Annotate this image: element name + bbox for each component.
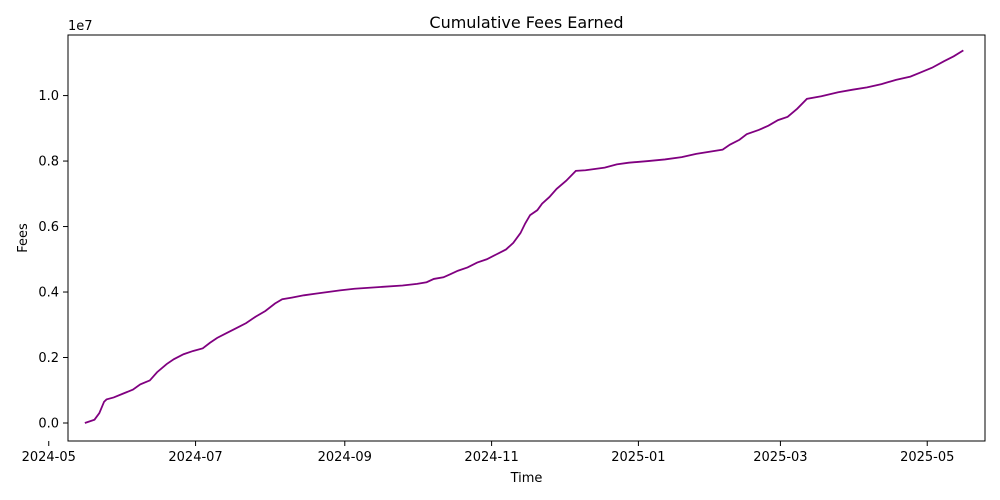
y-axis-label: Fees <box>16 223 31 253</box>
y-tick-label: 0.2 <box>38 351 59 366</box>
x-tick-label: 2024-07 <box>168 450 222 465</box>
y-axis-multiplier: 1e7 <box>68 19 93 34</box>
x-tick-label: 2024-05 <box>22 450 76 465</box>
chart-title: Cumulative Fees Earned <box>429 13 623 32</box>
y-tick-label: 0.0 <box>38 416 59 431</box>
x-tick-label: 2025-01 <box>611 450 665 465</box>
plot-frame <box>67 34 986 442</box>
y-axis-ticks: 0.0 0.2 0.4 0.6 0.8 1.0 <box>38 89 68 431</box>
y-tick-label: 1.0 <box>38 89 59 104</box>
y-tick-label: 0.8 <box>38 155 59 170</box>
x-axis-label: Time <box>510 471 543 486</box>
x-axis-ticks: 2024-05 2024-07 2024-09 2024-11 2025-01 2025-… <box>22 441 954 465</box>
x-tick-label: 2024-11 <box>464 450 518 465</box>
y-tick-label: 0.6 <box>38 220 59 235</box>
y-tick-label: 0.4 <box>38 286 59 301</box>
series-line <box>84 49 964 424</box>
plot-background <box>68 35 985 441</box>
x-tick-label: 2025-03 <box>753 450 807 465</box>
x-tick-label: 2024-09 <box>318 450 372 465</box>
x-tick-label: 2025-05 <box>900 450 954 465</box>
